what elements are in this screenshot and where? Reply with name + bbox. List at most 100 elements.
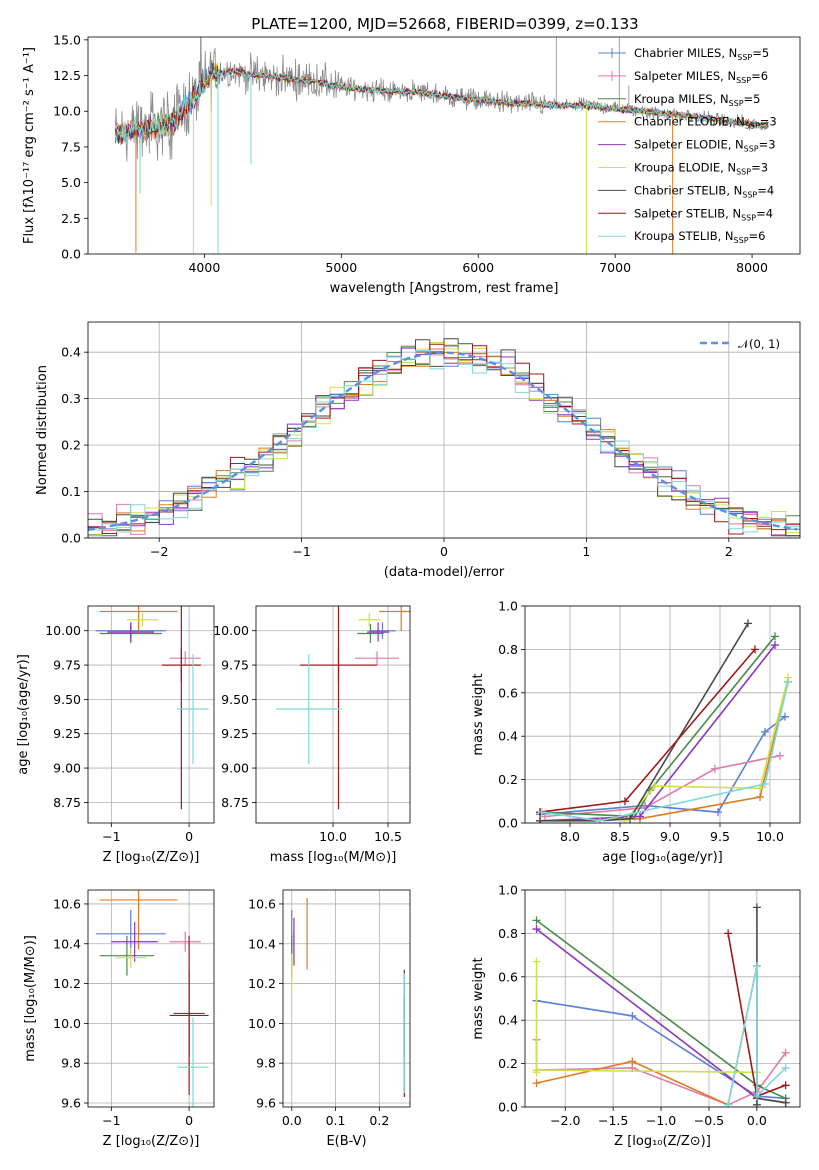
legend-label: Chabrier MILES, NSSP=5 [634,46,769,62]
y-tick-label: 0.4 [498,1013,518,1028]
legend-label-name: Kroupa ELODIE, N [634,161,736,175]
y-tick-label: 10.6 [248,896,276,911]
data-point [761,779,769,788]
data-point [781,1063,790,1072]
y-tick-label: 10.0 [53,104,81,119]
series-line-salpeter-miles [544,754,781,818]
data-point [628,1057,637,1066]
x-tick-label: −1 [102,829,120,844]
legend-label-name: Chabrier STELIB, N [634,183,742,197]
legend-label-value: =3 [759,138,776,152]
y-tick-label: 10.2 [53,976,81,991]
y-axis-label: mass weight [471,957,486,1039]
y-tick-label: 0.4 [498,729,518,744]
legend-label-value: =6 [749,229,766,243]
y-tick-label: 0.2 [61,438,81,453]
y-tick-label: 10.6 [53,896,81,911]
chart-residuals: −2 −1 0 1 2 0.0 0.1 0.2 0.3 0.4 (data-model)/error… [35,321,801,580]
data-point [628,1011,637,1020]
y-tick-label: 0.0 [498,816,518,831]
data-point [626,814,634,823]
x-tick-label: 1 [582,544,590,559]
x-tick-label: 10.0 [319,829,347,844]
axes-frame [87,605,215,824]
y-tick-label: 7.5 [61,139,81,154]
x-tick-label: 10.0 [756,829,784,844]
data-point [771,641,779,650]
y-tick-label: 0.4 [61,345,81,360]
chart-mass_vs_Z: −1 0 9.6 9.8 10.0 10.2 10.4 10.6 Z [log₁₀(Z/Z⊙)]… [23,889,215,1149]
legend-label: Kroupa ELODIE, NSSP=3 [634,161,768,177]
x-axis-label: Z [log₁₀(Z/Z⊙)] [103,850,200,865]
legend-label-name: Kroupa MILES, N [634,92,729,106]
data-point [724,929,733,938]
x-tick-label: −1 [292,544,310,559]
y-tick-label: 9.8 [256,1056,276,1071]
gaussian-curve [88,351,798,532]
y-tick-label: 5.0 [61,175,81,190]
legend-label-name: Chabrier MILES, N [634,46,737,60]
data-point [711,764,719,773]
data-point [751,645,759,654]
legend-label-sub: SSP [737,53,752,62]
model-spectrum-kroupa-stelib [114,67,769,143]
series-line-chabrier-elodie [536,965,758,1106]
y-tick-label: 10.00 [213,623,249,638]
data-point [532,1066,541,1075]
data-point [532,1079,541,1088]
y-tick-label: 0.0 [61,247,81,262]
data-point [636,812,644,821]
x-axis-label: wavelength [Angstrom, rest frame] [330,281,559,296]
legend-label-name: Chabrier ELODIE, N [634,115,745,129]
legend-label: Salpeter MILES, NSSP=6 [634,69,768,85]
y-axis-label: Normed distribution [35,365,50,495]
x-tick-label: 0.1 [326,1113,346,1128]
y-tick-label: 1.0 [498,883,518,898]
x-tick-label: 0.0 [282,1113,302,1128]
x-axis-label: E(B-V) [326,1134,366,1149]
y-tick-label: 0.0 [498,1100,518,1115]
x-tick-label: 0 [185,829,193,844]
legend-label-sub: SSP [736,76,751,85]
data-point [781,1048,790,1057]
chart-age_vs_Z: −1 0 8.75 9.00 9.25 9.50 9.75 10.00 Z [log₁₀(Z/Z… [16,605,215,865]
residual-histogram-kroupa-stelib [88,350,800,533]
data-point [756,792,764,801]
x-axis-label: Z [log₁₀(Z/Z⊙)] [614,1134,711,1149]
x-tick-label: 9.0 [660,829,680,844]
data-point [724,1100,733,1107]
y-tick-label: 8.75 [53,795,81,810]
y-tick-label: 9.6 [61,1096,81,1111]
y-tick-label: 0.6 [498,969,518,984]
x-tick-label: 4000 [188,260,220,275]
y-axis-label: mass weight [471,673,486,755]
x-tick-label: 10.5 [374,829,402,844]
series-line-kroupa-miles [539,635,776,818]
x-axis-label: (data-model)/error [384,565,505,580]
y-tick-label: 9.25 [221,726,249,741]
series-line-kroupa-elodie [535,961,757,1074]
legend-label-name: Kroupa STELIB, N [634,229,734,243]
legend-label-sub: SSP [736,168,751,177]
x-axis-label: age [log₁₀(age/yr)] [602,850,723,865]
y-axis-label: age [log₁₀(age/yr)] [16,654,31,775]
data-point [532,925,541,934]
plot-area [532,903,790,1107]
x-tick-label: 8.5 [610,829,630,844]
y-tick-label: 9.8 [61,1056,81,1071]
y-tick-label: 10.4 [53,936,81,951]
legend-label: 𝒩(0, 1) [738,337,780,351]
y-tick-label: 10.0 [248,1016,276,1031]
axes-frame [87,889,215,1108]
y-tick-label: 12.5 [53,68,81,83]
legend-label-name: Salpeter MILES, N [634,69,736,83]
plot-area [291,897,405,1098]
plot-area [88,338,800,537]
series-line-kroupa-stelib [541,681,789,822]
series-line-chabrier-elodie [539,681,789,822]
data-point [776,751,784,760]
x-tick-label: −1 [102,1113,120,1128]
chart-age_vs_mass: 10.0 10.5 8.75 9.00 9.25 9.50 9.75 10.00 mass [l… [213,605,411,865]
x-tick-label: −0.5 [694,1113,724,1128]
